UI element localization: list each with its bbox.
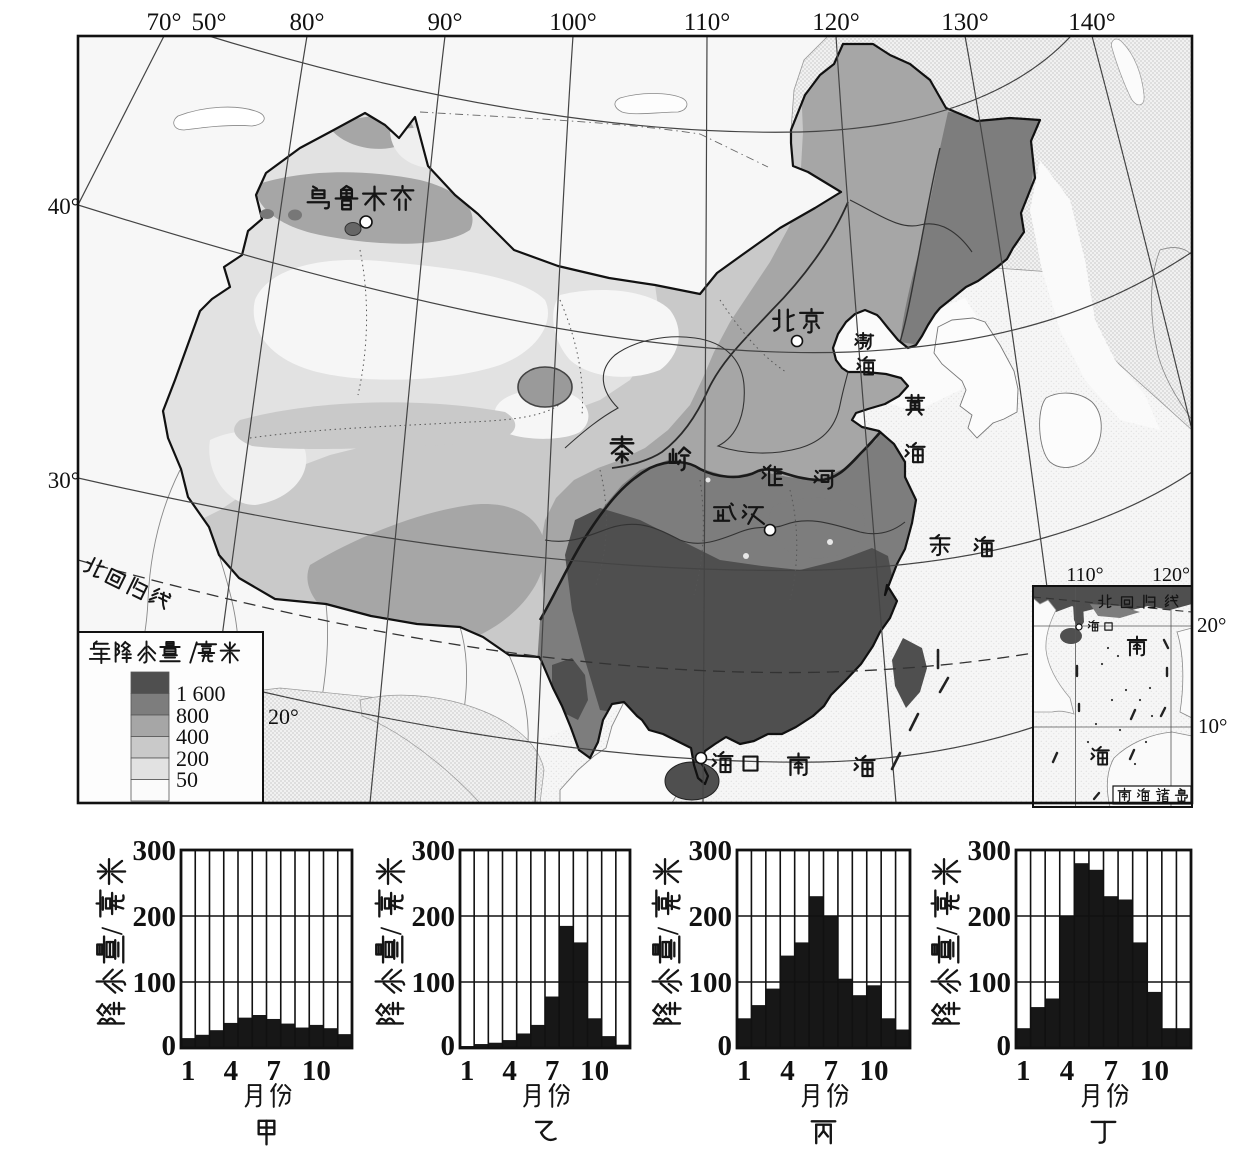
svg-text:800: 800 <box>176 703 209 728</box>
svg-text:1: 1 <box>1016 1055 1031 1087</box>
svg-text:140°: 140° <box>1068 9 1116 36</box>
svg-text:200: 200 <box>412 901 456 933</box>
svg-text:120°: 120° <box>1152 564 1190 586</box>
svg-text:50: 50 <box>176 767 198 792</box>
svg-text:20°: 20° <box>268 704 299 729</box>
svg-text:300: 300 <box>689 835 733 867</box>
svg-text:0: 0 <box>997 1030 1012 1062</box>
svg-text:100°: 100° <box>549 9 597 36</box>
svg-text:80°: 80° <box>290 9 325 36</box>
svg-text:120°: 120° <box>812 9 860 36</box>
svg-text:1 600: 1 600 <box>176 681 226 706</box>
svg-text:10°: 10° <box>1198 714 1227 738</box>
svg-text:0: 0 <box>718 1030 733 1062</box>
svg-text:100: 100 <box>689 967 733 999</box>
svg-text:7: 7 <box>545 1055 560 1087</box>
svg-text:300: 300 <box>133 835 177 867</box>
svg-text:1: 1 <box>181 1055 196 1087</box>
svg-text:1: 1 <box>460 1055 475 1087</box>
svg-text:130°: 130° <box>941 9 989 36</box>
svg-text:200: 200 <box>689 901 733 933</box>
svg-text:70°: 70° <box>147 9 182 36</box>
svg-text:110°: 110° <box>1066 564 1103 586</box>
svg-text:10: 10 <box>580 1055 609 1087</box>
svg-text:100: 100 <box>412 967 456 999</box>
svg-text:10: 10 <box>860 1055 889 1087</box>
svg-text:200: 200 <box>176 746 209 771</box>
svg-text:7: 7 <box>823 1055 838 1087</box>
svg-text:40°: 40° <box>48 194 80 219</box>
svg-text:30°: 30° <box>48 468 80 493</box>
svg-text:4: 4 <box>224 1055 239 1087</box>
svg-text:100: 100 <box>968 967 1012 999</box>
svg-text:7: 7 <box>1104 1055 1119 1087</box>
svg-text:200: 200 <box>133 901 177 933</box>
svg-text:50°: 50° <box>192 9 227 36</box>
svg-text:90°: 90° <box>428 9 463 36</box>
svg-text:100: 100 <box>133 967 177 999</box>
svg-text:7: 7 <box>266 1055 281 1087</box>
svg-text:400: 400 <box>176 724 209 749</box>
svg-text:0: 0 <box>441 1030 456 1062</box>
svg-text:110°: 110° <box>684 9 731 36</box>
svg-text:0: 0 <box>162 1030 177 1062</box>
svg-text:1: 1 <box>737 1055 752 1087</box>
svg-text:10: 10 <box>302 1055 331 1087</box>
svg-text:200: 200 <box>968 901 1012 933</box>
svg-text:4: 4 <box>1060 1055 1075 1087</box>
svg-text:300: 300 <box>968 835 1012 867</box>
svg-text:4: 4 <box>502 1055 517 1087</box>
svg-text:300: 300 <box>412 835 456 867</box>
svg-text:4: 4 <box>780 1055 795 1087</box>
svg-text:10: 10 <box>1140 1055 1169 1087</box>
svg-text:20°: 20° <box>1197 613 1226 637</box>
